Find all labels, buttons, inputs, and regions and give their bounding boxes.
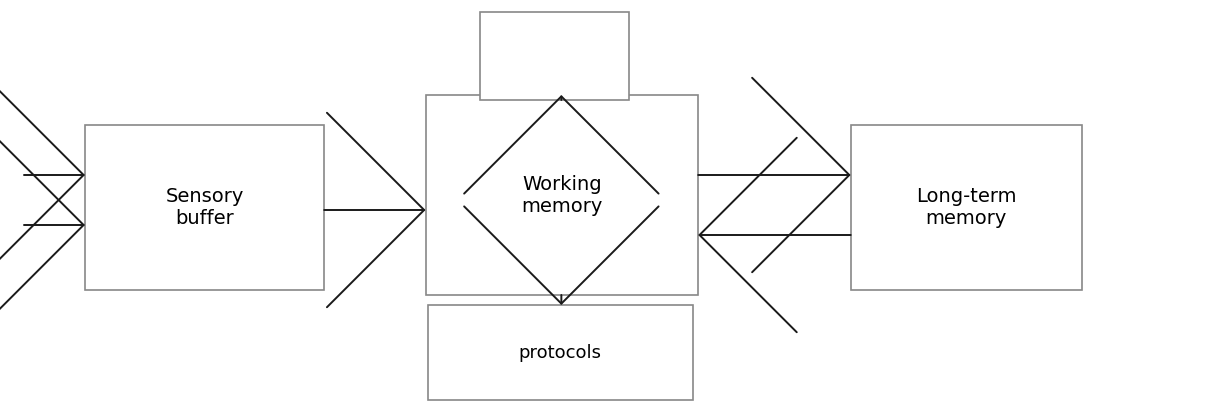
Text: Working
memory: Working memory [521,174,603,215]
Bar [426,95,698,295]
Bar [850,125,1082,290]
Bar [84,125,324,290]
Text: Long-term
memory: Long-term memory [917,187,1017,228]
Bar [480,12,630,100]
Text: protocols: protocols [519,344,602,362]
Text: Sensory
buffer: Sensory buffer [165,187,244,228]
Bar [427,305,693,400]
